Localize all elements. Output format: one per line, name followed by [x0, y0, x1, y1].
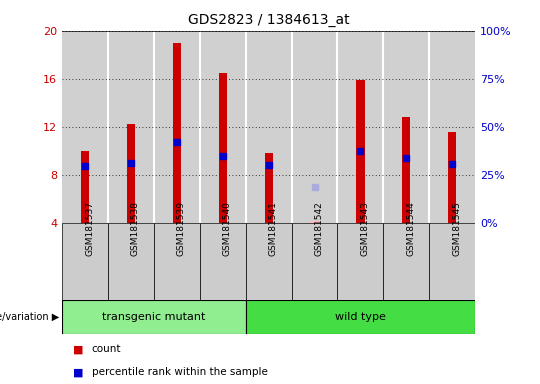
- Text: GSM181545: GSM181545: [452, 202, 461, 256]
- Bar: [173, 43, 181, 223]
- Bar: [62, 300, 246, 334]
- Bar: [429, 223, 475, 300]
- Bar: [246, 31, 292, 223]
- Bar: [127, 124, 135, 223]
- Text: GSM181542: GSM181542: [314, 202, 323, 256]
- Bar: [310, 221, 319, 223]
- Text: count: count: [92, 344, 122, 354]
- Text: ■: ■: [73, 367, 83, 377]
- Bar: [292, 31, 338, 223]
- Text: GSM181537: GSM181537: [85, 201, 94, 257]
- Text: ■: ■: [73, 344, 83, 354]
- Text: GSM181543: GSM181543: [361, 202, 369, 256]
- Title: GDS2823 / 1384613_at: GDS2823 / 1384613_at: [188, 13, 349, 27]
- Bar: [383, 223, 429, 300]
- Bar: [108, 223, 154, 300]
- Text: GSM181541: GSM181541: [269, 202, 278, 256]
- Bar: [62, 31, 108, 223]
- Text: GSM181540: GSM181540: [223, 202, 232, 256]
- Bar: [402, 117, 410, 223]
- Text: GSM181538: GSM181538: [131, 201, 140, 257]
- Bar: [356, 80, 365, 223]
- Bar: [154, 223, 200, 300]
- Bar: [62, 223, 108, 300]
- Bar: [200, 31, 246, 223]
- Text: transgenic mutant: transgenic mutant: [102, 312, 206, 322]
- Text: GSM181539: GSM181539: [177, 201, 186, 257]
- Text: GSM181544: GSM181544: [406, 202, 415, 256]
- Bar: [246, 223, 292, 300]
- Bar: [429, 31, 475, 223]
- Bar: [338, 31, 383, 223]
- Bar: [338, 223, 383, 300]
- Bar: [383, 31, 429, 223]
- Bar: [108, 31, 154, 223]
- Bar: [292, 223, 338, 300]
- Bar: [219, 73, 227, 223]
- Bar: [265, 153, 273, 223]
- Bar: [448, 131, 456, 223]
- Bar: [81, 151, 89, 223]
- Bar: [246, 300, 475, 334]
- Text: wild type: wild type: [335, 312, 386, 322]
- Text: genotype/variation ▶: genotype/variation ▶: [0, 312, 59, 322]
- Bar: [200, 223, 246, 300]
- Text: percentile rank within the sample: percentile rank within the sample: [92, 367, 268, 377]
- Bar: [154, 31, 200, 223]
